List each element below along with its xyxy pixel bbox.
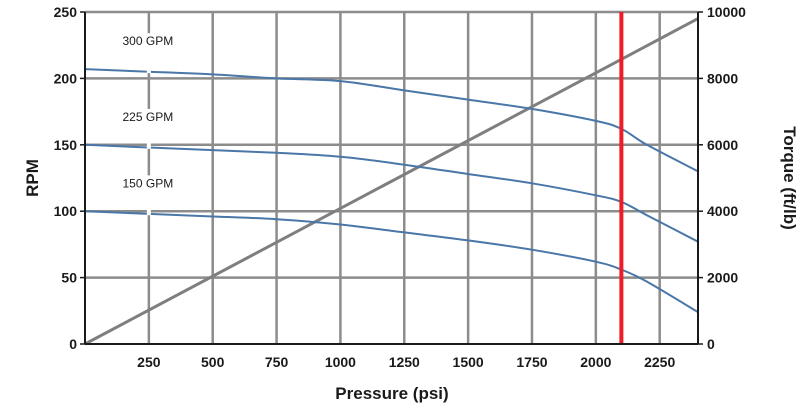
y-axis-title: RPM — [23, 159, 42, 197]
series-label-150-gpm: 150 GPM — [123, 176, 174, 190]
y2-tick-label-2000: 2000 — [707, 270, 738, 286]
x-tick-label-750: 750 — [265, 354, 289, 370]
y-tick-label-50: 50 — [61, 270, 77, 286]
series-line-torque — [84, 17, 699, 346]
x-tick-label-2250: 2250 — [644, 354, 675, 370]
series-label-bg-225-gpm — [121, 109, 176, 125]
y-tick-label-0: 0 — [69, 336, 77, 352]
y2-tick-label-10000: 10000 — [707, 4, 746, 20]
torque-series — [84, 17, 699, 346]
series-label-bg-150-gpm — [121, 176, 176, 192]
grid — [85, 10, 698, 344]
x-tick-label-500: 500 — [201, 354, 225, 370]
y-tick-label-200: 200 — [54, 70, 78, 86]
y-tick-label-150: 150 — [54, 137, 78, 153]
series-label-bg-300-gpm — [121, 34, 176, 50]
y2-tick-label-0: 0 — [707, 336, 715, 352]
rpm-series-group: 300 GPM 225 GPM 150 GPM — [84, 33, 699, 313]
y-tick-label-250: 250 — [54, 4, 78, 20]
x-tick-label-1500: 1500 — [453, 354, 484, 370]
y-tick-label-100: 100 — [54, 203, 78, 219]
x-tick-label-1250: 1250 — [389, 354, 420, 370]
y2-tick-label-4000: 4000 — [707, 203, 738, 219]
series-line-225-gpm — [84, 143, 699, 243]
series-line-300-gpm — [84, 68, 699, 173]
y2-tick-label-8000: 8000 — [707, 70, 738, 86]
tick-labels: 250 500 750 1000 1250 1500 1750 2000 22500501001… — [54, 4, 747, 370]
series-line-150-gpm — [84, 210, 699, 313]
y2-axis-title: Torque (ft/lb) — [780, 126, 799, 230]
series-label-300-gpm: 300 GPM — [123, 34, 174, 48]
series-label-225-gpm: 225 GPM — [123, 110, 174, 124]
x-axis-title: Pressure (psi) — [335, 384, 448, 403]
x-tick-label-250: 250 — [137, 354, 161, 370]
axes — [80, 11, 703, 345]
y2-tick-label-6000: 6000 — [707, 137, 738, 153]
x-tick-label-1000: 1000 — [325, 354, 356, 370]
x-tick-label-2000: 2000 — [580, 354, 611, 370]
x-tick-label-1750: 1750 — [516, 354, 547, 370]
